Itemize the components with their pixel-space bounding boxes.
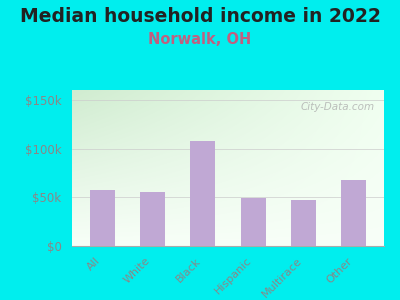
Bar	[240, 198, 266, 246]
Bar	[291, 200, 316, 246]
Bar	[90, 190, 115, 246]
Bar	[140, 192, 165, 246]
Text: Median household income in 2022: Median household income in 2022	[20, 8, 380, 26]
Text: Norwalk, OH: Norwalk, OH	[148, 32, 252, 46]
Text: City-Data.com: City-Data.com	[300, 103, 375, 112]
Bar	[341, 180, 366, 246]
Bar	[190, 141, 216, 246]
